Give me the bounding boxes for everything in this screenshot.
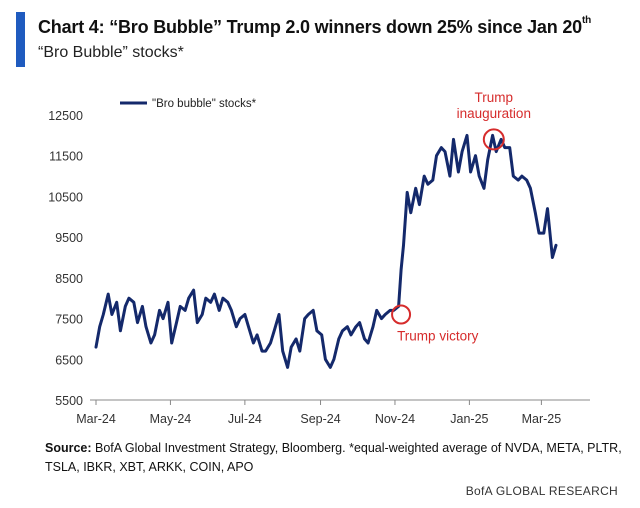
title-accent-bar — [16, 12, 25, 67]
y-tick-label: 8500 — [55, 272, 83, 286]
x-tick-label: Nov-24 — [375, 412, 415, 426]
y-tick-label: 11500 — [49, 150, 83, 164]
x-tick-label: May-24 — [150, 412, 192, 426]
chart-title: Chart 4: “Bro Bubble” Trump 2.0 winners … — [38, 15, 591, 37]
brand-footer: BofA GLOBAL RESEARCH — [465, 484, 618, 498]
x-tick-label: Mar-24 — [76, 412, 116, 426]
y-tick-label: 5500 — [55, 394, 83, 408]
legend-label: "Bro bubble" stocks* — [152, 98, 257, 110]
x-tick-label: Jan-25 — [450, 412, 488, 426]
x-tick-label: Sep-24 — [300, 412, 340, 426]
x-tick-label: Mar-25 — [522, 412, 562, 426]
annotation-circle-inauguration — [482, 128, 505, 151]
y-tick-label: 10500 — [48, 190, 83, 204]
y-tick-label: 9500 — [55, 231, 83, 245]
annotation-label-inauguration: Trump inauguration — [457, 90, 531, 121]
line-chart: 5500 6500 7500 8500 9500 10500 11500 12500 Mar-2… — [48, 90, 590, 426]
series-line — [94, 133, 558, 369]
y-tick-label: 7500 — [55, 313, 83, 327]
chart-subtitle: “Bro Bubble” stocks* — [38, 44, 184, 61]
y-tick-label: 12500 — [48, 109, 83, 123]
y-tick-label: 6500 — [55, 353, 83, 367]
annotation-label-victory: Trump victory — [397, 329, 479, 344]
source-note: Source: BofA Global Investment Strategy,… — [45, 441, 622, 474]
x-tick-label: Jul-24 — [228, 412, 262, 426]
annotation-circle-victory — [391, 304, 412, 325]
